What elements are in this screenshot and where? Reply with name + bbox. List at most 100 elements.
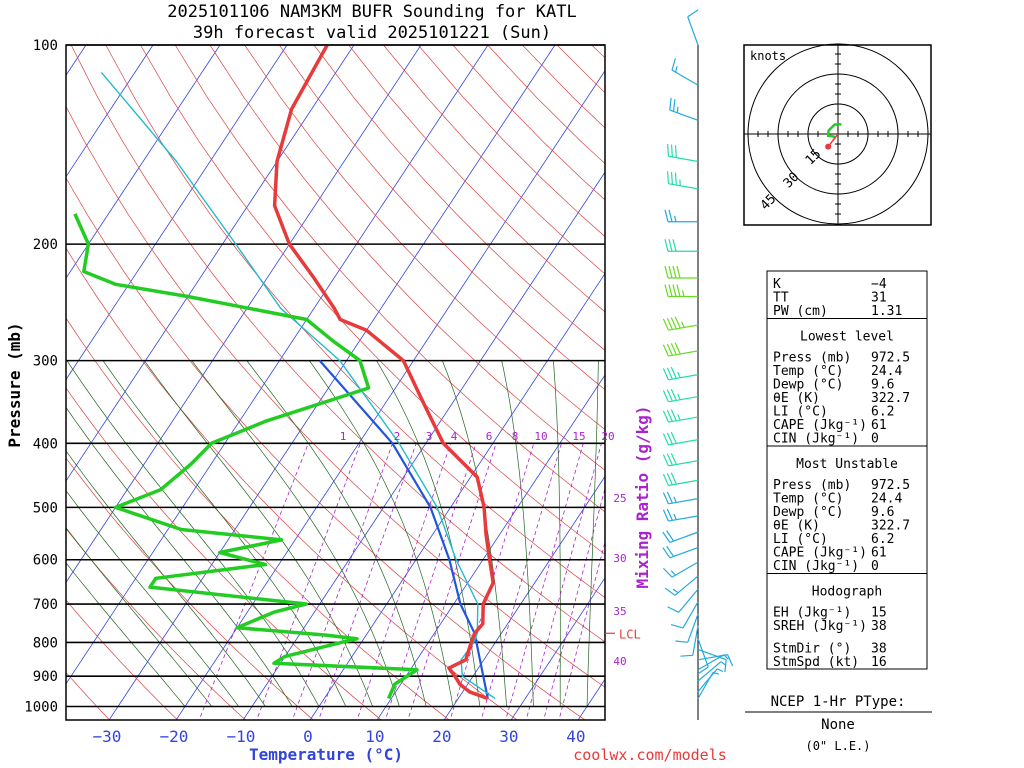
chart-title-line1: 2025101106 NAM3KM BUFR Sounding for KATL [167, 2, 576, 22]
mixing-ratio-tick: 10 [534, 430, 547, 443]
wind-barb-flag [664, 265, 669, 279]
mixing-ratio-line [558, 540, 605, 720]
wind-barb-flag [666, 453, 673, 466]
hodograph-index-label: SREH (Jkg⁻¹) [773, 619, 867, 634]
mixing-ratio-tick: 20 [601, 430, 614, 443]
wind-barb [662, 491, 699, 505]
temperature-tick: 40 [566, 727, 585, 746]
index-top-label: K [773, 277, 781, 292]
wind-barb-flag [666, 491, 673, 504]
wind-barb-staff [669, 531, 699, 543]
isotherm [108, 45, 556, 720]
wind-barb [662, 342, 699, 357]
hodograph-index-title: Hodograph [812, 585, 882, 600]
isotherm [66, 45, 154, 178]
index-top-label: PW (cm) [773, 304, 828, 319]
lcl-label: LCL [619, 627, 641, 641]
wind-barb [664, 209, 698, 223]
wind-barb-flag [669, 97, 672, 111]
moist-adiabat [586, 360, 599, 707]
wind-barb [664, 265, 698, 279]
dry-adiabat [66, 247, 518, 720]
isotherm [66, 45, 489, 685]
wind-barb-staff [671, 561, 699, 578]
wind-barb [662, 508, 699, 522]
wind-barb [664, 239, 698, 252]
wind-barb-staff [697, 654, 725, 671]
wind-barb-flag [674, 172, 677, 186]
hodograph-index-value: 38 [871, 642, 887, 657]
wind-barb [662, 452, 699, 467]
sounding-traces [73, 45, 496, 701]
wind-barb-flag [670, 366, 677, 379]
axis-ticks: 1 2 3 4 6 8 10 15 202530354010020030040050060070… [24, 38, 640, 746]
mixing-ratio-tick: 35 [613, 605, 626, 618]
y-axis-title: Pressure (mb) [5, 322, 24, 447]
wind-barb [671, 58, 699, 86]
mixing-ratio-tick: 6 [486, 430, 493, 443]
lowest-level-label: Temp (°C) [773, 364, 843, 379]
moist-adiabat [66, 490, 239, 707]
wind-barb-halfflag [674, 66, 678, 73]
wind-barb-staff [687, 16, 699, 46]
dry-adiabat [66, 599, 179, 720]
mixing-ratio-tick: 1 [340, 430, 347, 443]
wind-barb-halfflag [672, 588, 679, 594]
wind-barb-flag [668, 284, 673, 297]
moist-adiabat [309, 360, 454, 707]
wind-barb-staff [668, 395, 699, 403]
wind-barb-flag [662, 473, 670, 486]
wind-barb-flag [670, 452, 677, 465]
isotherm [66, 45, 422, 584]
wind-barb-flag [662, 454, 670, 467]
index-top-value: 1.31 [871, 304, 902, 319]
dry-adiabat [105, 45, 605, 599]
wind-barb-flag [697, 666, 709, 675]
wind-barb [662, 472, 699, 487]
pressure-tick: 400 [33, 436, 58, 452]
moist-adiabat [102, 360, 347, 707]
dry-adiabat [244, 45, 605, 431]
wind-barb [670, 601, 699, 629]
temperature-tick: −20 [159, 727, 188, 746]
wind-barb [662, 545, 699, 559]
wind-barb-staff [668, 374, 699, 381]
wind-barb-halfflag [677, 393, 681, 400]
index-top-label: TT [773, 291, 789, 306]
wind-barb [697, 671, 720, 699]
wind-barb-flag [664, 209, 669, 222]
indices-table: K −4 TT 31 PW (cm) 1.31 Lowest level Press (mb)… [767, 277, 927, 670]
most-unstable-label: θE (K) [773, 519, 820, 534]
wind-barb-staff [668, 460, 699, 467]
wind-barb-flag [672, 265, 677, 279]
wind-barb-flag [662, 547, 671, 559]
wind-barb [664, 284, 698, 298]
wind-barb [664, 575, 699, 596]
wind-barb-staff [668, 498, 699, 505]
wind-barb-flag [672, 239, 677, 252]
wind-barb [667, 588, 699, 613]
wind-barb-staff [668, 324, 699, 331]
wind-barb-staff [668, 155, 699, 163]
wind-barb-staff [697, 648, 727, 661]
wind-barb-flag [664, 239, 669, 252]
mixing-ratio-tick: 4 [451, 430, 458, 443]
wind-barb-flag [680, 654, 693, 657]
wind-barb-flag [672, 284, 677, 297]
wind-barb [697, 638, 709, 675]
wind-barb-staff [671, 69, 699, 86]
wind-barb-flag [662, 492, 670, 505]
pressure-tick: 200 [33, 237, 58, 253]
wind-barb-staff [697, 638, 709, 668]
wind-barb-flag [662, 433, 670, 446]
pressure-tick: 1000 [24, 700, 58, 716]
wind-barb-staff [668, 479, 699, 487]
wind-barb-flag [668, 209, 673, 222]
wind-barb [697, 648, 727, 673]
isotherm [443, 475, 605, 720]
ptype-value: None [821, 717, 855, 733]
plot-frame [65, 44, 606, 721]
footer-url[interactable]: coolwx.com/models [573, 746, 727, 764]
temperature-tick: 10 [365, 727, 384, 746]
wind-barb-flag [666, 143, 670, 157]
